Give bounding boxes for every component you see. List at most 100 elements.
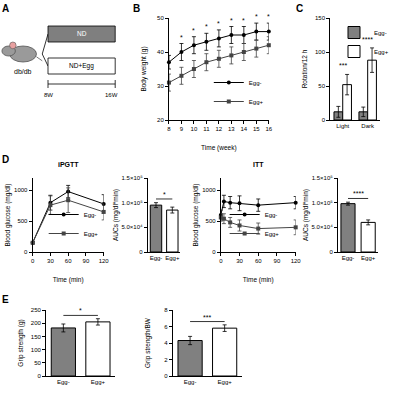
svg-text:Egg+: Egg+ bbox=[361, 255, 376, 261]
svg-text:15: 15 bbox=[253, 126, 260, 132]
svg-text:0: 0 bbox=[329, 249, 333, 255]
svg-text:0: 0 bbox=[24, 249, 28, 255]
svg-text:0: 0 bbox=[139, 249, 143, 255]
svg-text:Grip strength (g): Grip strength (g) bbox=[17, 319, 25, 366]
svg-text:Body weight (g): Body weight (g) bbox=[140, 46, 148, 91]
svg-text:*: * bbox=[205, 23, 208, 30]
svg-text:*: * bbox=[192, 27, 195, 34]
svg-text:8: 8 bbox=[164, 307, 168, 313]
svg-text:10: 10 bbox=[191, 126, 198, 132]
svg-text:*: * bbox=[163, 191, 166, 198]
svg-text:Egg-: Egg- bbox=[184, 379, 197, 385]
svg-text:5.0×10⁴: 5.0×10⁴ bbox=[122, 224, 144, 230]
svg-text:30: 30 bbox=[236, 258, 243, 264]
svg-text:0: 0 bbox=[164, 373, 168, 379]
svg-text:100: 100 bbox=[315, 49, 326, 55]
svg-text:60: 60 bbox=[65, 258, 72, 264]
svg-text:*: * bbox=[255, 13, 258, 20]
svg-text:Egg-: Egg- bbox=[374, 30, 387, 36]
svg-text:Egg-: Egg- bbox=[150, 255, 163, 261]
svg-text:1.0×10⁵: 1.0×10⁵ bbox=[122, 200, 144, 206]
svg-text:120: 120 bbox=[99, 258, 110, 264]
svg-text:E: E bbox=[2, 294, 9, 305]
svg-text:1.0×10⁵: 1.0×10⁵ bbox=[312, 200, 334, 206]
svg-text:*: * bbox=[242, 17, 245, 24]
svg-text:*: * bbox=[180, 34, 183, 41]
svg-text:Egg-: Egg- bbox=[84, 212, 97, 218]
svg-text:40: 40 bbox=[157, 49, 164, 55]
svg-text:8: 8 bbox=[167, 126, 171, 132]
svg-text:Egg+: Egg+ bbox=[165, 255, 180, 261]
svg-text:30: 30 bbox=[157, 83, 164, 89]
svg-text:50: 50 bbox=[157, 15, 164, 21]
svg-text:Rotation/12 h: Rotation/12 h bbox=[301, 49, 308, 88]
svg-text:Egg+: Egg+ bbox=[374, 49, 389, 55]
svg-text:ITT: ITT bbox=[253, 161, 264, 168]
svg-text:*: * bbox=[230, 17, 233, 24]
svg-text:C: C bbox=[296, 3, 303, 14]
svg-text:ND+Egg: ND+Egg bbox=[69, 62, 94, 70]
svg-text:Egg+: Egg+ bbox=[265, 231, 280, 237]
svg-text:8W: 8W bbox=[44, 92, 53, 98]
svg-text:Egg-: Egg- bbox=[265, 212, 278, 218]
svg-text:4: 4 bbox=[164, 340, 168, 346]
svg-text:0: 0 bbox=[219, 258, 223, 264]
svg-text:****: **** bbox=[362, 36, 373, 43]
svg-text:Dark: Dark bbox=[361, 123, 375, 129]
svg-text:2: 2 bbox=[164, 357, 168, 363]
svg-text:***: *** bbox=[339, 62, 347, 69]
svg-text:Time (week): Time (week) bbox=[201, 144, 237, 152]
svg-text:150: 150 bbox=[315, 15, 326, 21]
svg-text:iPGTT: iPGTT bbox=[58, 161, 79, 168]
svg-text:13: 13 bbox=[228, 126, 235, 132]
svg-text:*: * bbox=[267, 13, 270, 20]
svg-text:AUCs (mg/dl*min): AUCs (mg/dl*min) bbox=[302, 189, 310, 241]
svg-text:*: * bbox=[217, 20, 220, 27]
svg-text:50: 50 bbox=[318, 83, 325, 89]
svg-text:500: 500 bbox=[17, 218, 28, 224]
svg-text:12: 12 bbox=[216, 126, 223, 132]
svg-text:Egg-: Egg- bbox=[57, 379, 70, 385]
svg-text:30: 30 bbox=[47, 258, 54, 264]
svg-text:250: 250 bbox=[31, 307, 42, 313]
svg-text:100: 100 bbox=[31, 347, 42, 353]
svg-text:50: 50 bbox=[34, 360, 41, 366]
svg-text:14: 14 bbox=[240, 126, 247, 132]
svg-text:6: 6 bbox=[164, 324, 168, 330]
svg-text:9: 9 bbox=[180, 126, 184, 132]
svg-text:Egg+: Egg+ bbox=[84, 231, 99, 237]
svg-text:1.5×10⁵: 1.5×10⁵ bbox=[312, 175, 334, 181]
svg-text:AUCs (mg/dl*min): AUCs (mg/dl*min) bbox=[112, 189, 120, 241]
svg-text:db/db: db/db bbox=[14, 68, 32, 75]
svg-text:B: B bbox=[133, 3, 140, 14]
svg-text:120: 120 bbox=[291, 258, 302, 264]
svg-text:1.5×10⁵: 1.5×10⁵ bbox=[122, 175, 144, 181]
svg-text:Egg+: Egg+ bbox=[249, 99, 264, 105]
svg-text:Egg+: Egg+ bbox=[218, 379, 233, 385]
svg-text:90: 90 bbox=[83, 258, 90, 264]
svg-text:0: 0 bbox=[212, 249, 216, 255]
svg-text:Blood glucose (mg/dl): Blood glucose (mg/dl) bbox=[192, 184, 200, 247]
svg-text:Light: Light bbox=[336, 123, 349, 129]
svg-text:D: D bbox=[2, 154, 9, 165]
svg-text:Grip strength/BW: Grip strength/BW bbox=[144, 317, 152, 368]
svg-text:16: 16 bbox=[265, 126, 272, 132]
svg-text:90: 90 bbox=[274, 258, 281, 264]
svg-text:***: *** bbox=[203, 314, 211, 321]
svg-text:****: **** bbox=[353, 190, 364, 197]
svg-text:0: 0 bbox=[38, 373, 42, 379]
svg-text:Egg+: Egg+ bbox=[91, 379, 106, 385]
svg-text:A: A bbox=[2, 3, 9, 14]
svg-text:1000: 1000 bbox=[202, 187, 216, 193]
svg-text:200: 200 bbox=[31, 320, 42, 326]
svg-text:Blood glucose (mg/dl): Blood glucose (mg/dl) bbox=[4, 184, 12, 247]
svg-text:Egg-: Egg- bbox=[249, 80, 262, 86]
svg-text:Time (min): Time (min) bbox=[243, 276, 274, 284]
svg-text:1000: 1000 bbox=[14, 187, 28, 193]
svg-text:Time (min): Time (min) bbox=[53, 276, 84, 284]
svg-text:20: 20 bbox=[157, 117, 164, 123]
svg-text:0: 0 bbox=[322, 117, 326, 123]
svg-text:150: 150 bbox=[31, 334, 42, 340]
svg-text:500: 500 bbox=[206, 218, 217, 224]
svg-text:ND: ND bbox=[77, 30, 87, 37]
